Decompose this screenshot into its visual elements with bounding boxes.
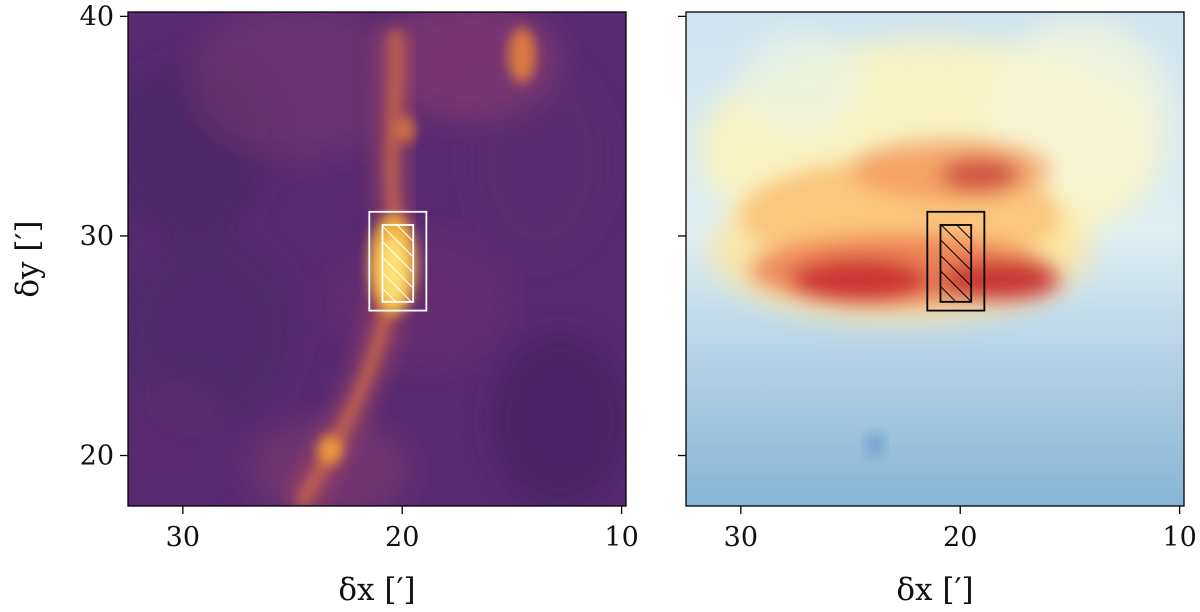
right-x-tick-label: 30 [724, 522, 758, 553]
right-x-tick-label: 20 [943, 522, 977, 553]
left-panel-heatmap: 30 20 10 20 30 40 δx [′] δy [′] [10, 1, 639, 608]
left-x-tick-label: 10 [604, 522, 638, 553]
right-axes-frame [685, 11, 1185, 507]
right-hatched-region-box [939, 224, 973, 303]
left-x-axis-label: δx [′] [338, 572, 415, 608]
right-panel-image [686, 12, 1184, 506]
left-y-tick-label: 40 [80, 1, 114, 32]
left-axes-frame [127, 11, 627, 507]
left-hatched-region-box [381, 224, 415, 303]
left-y-axis-label: δy [′] [10, 220, 46, 297]
right-panel-heatmap: 30 20 10 δx [′] [678, 11, 1197, 608]
right-x-tick-label: 10 [1162, 522, 1196, 553]
left-hatched-region-fill [382, 224, 414, 302]
left-outer-region-box [368, 210, 428, 312]
left-x-tick-label: 20 [385, 522, 419, 553]
right-outer-region-box [926, 210, 986, 312]
right-x-axis-label: δx [′] [896, 572, 973, 608]
left-y-tick-label: 30 [80, 221, 114, 252]
left-y-tick-label: 20 [80, 441, 114, 472]
left-panel-image [128, 12, 626, 506]
right-hatched-region-fill [940, 224, 972, 302]
left-x-tick-label: 30 [166, 522, 200, 553]
